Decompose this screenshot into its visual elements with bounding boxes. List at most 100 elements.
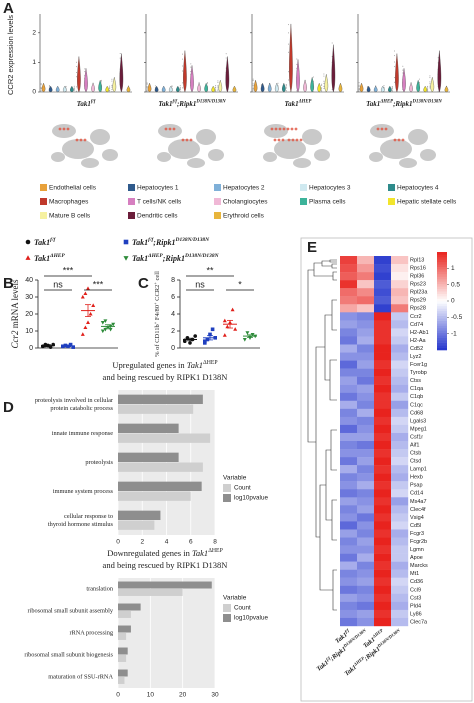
- significance-label: ns: [53, 279, 63, 289]
- jitter-dot: [73, 87, 75, 89]
- jitter-dot: [225, 53, 227, 55]
- heatmap-cell: [391, 344, 409, 353]
- violin: [98, 79, 102, 93]
- data-point: [242, 338, 247, 342]
- heatmap-cell: [340, 408, 358, 418]
- colorbar-step: [437, 261, 447, 265]
- violin: [331, 44, 336, 93]
- heatmap-cell: [374, 561, 392, 570]
- heatmap-cell: [374, 392, 392, 401]
- heatmap-cell: [357, 272, 375, 281]
- row-label: Cd52: [410, 346, 423, 352]
- text-segment: % of CD11b: [154, 324, 161, 357]
- heatmap-cell: [374, 465, 392, 474]
- y-tick-label: 0: [32, 89, 36, 96]
- heatmap-cell: [391, 320, 409, 329]
- heatmap-cell: [357, 601, 375, 611]
- jitter-dot: [84, 68, 86, 70]
- violin: [41, 82, 46, 93]
- colorbar-step: [437, 320, 447, 324]
- data-point: [108, 327, 113, 332]
- legend-swatch: [388, 184, 395, 191]
- text-segment: ;Ripk1: [163, 254, 185, 263]
- heatmap-cell: [340, 465, 358, 474]
- colorbar-step: [437, 330, 447, 334]
- heatmap-cell: [340, 505, 358, 514]
- jitter-dot: [40, 86, 42, 88]
- umap-cluster: [187, 158, 205, 168]
- colorbar-step: [437, 274, 447, 277]
- colorbar-step: [437, 301, 447, 304]
- colorbar-step: [437, 332, 447, 336]
- heatmap-cell: [374, 529, 392, 538]
- jitter-dot: [288, 43, 290, 45]
- jitter-dot: [182, 53, 184, 55]
- heatmap-cell: [391, 328, 409, 337]
- jitter-dot: [323, 85, 325, 87]
- jitter-dot: [429, 83, 431, 85]
- row-label: Cd36: [410, 579, 423, 585]
- jitter-dot: [402, 69, 404, 71]
- data-point: [205, 337, 210, 342]
- heatmap-cell: [374, 288, 392, 297]
- heatmap-cell: [340, 376, 358, 385]
- jitter-dot: [312, 76, 314, 78]
- text-segment: ;Ripk1: [393, 100, 412, 108]
- superscript: ΔHEP: [208, 548, 223, 554]
- data-point: [222, 333, 227, 337]
- umap-cluster: [380, 139, 412, 159]
- jitter-dot: [190, 70, 192, 72]
- heatmap-cell: [374, 521, 392, 530]
- heatmap-cell: [374, 505, 392, 514]
- heatmap-cell: [374, 441, 392, 450]
- heatmap-cell: [374, 272, 392, 281]
- jitter-dot: [288, 71, 290, 73]
- y-tick-label: 1: [32, 59, 36, 66]
- umap-cluster: [81, 158, 99, 168]
- umap-cluster: [263, 152, 277, 162]
- jitter-dot: [321, 83, 323, 85]
- legend-title: Variable: [223, 475, 247, 482]
- umap-highlight: [376, 127, 380, 131]
- row-label: Marcks: [410, 563, 428, 569]
- y-tick-label: 40: [25, 277, 33, 284]
- text-segment: ;Ripk1: [153, 238, 175, 247]
- umap-cluster: [370, 124, 394, 138]
- umap-highlight: [273, 138, 277, 142]
- violin: [409, 82, 413, 93]
- jitter-dot: [366, 86, 368, 88]
- text-segment: CCR2: [154, 285, 161, 303]
- data-point: [208, 332, 212, 337]
- heatmap-cell: [340, 424, 358, 434]
- jitter-dot: [217, 81, 219, 83]
- jitter-dot: [323, 87, 325, 89]
- umap-highlight: [66, 127, 70, 131]
- heatmap-cell: [374, 360, 392, 369]
- row-label: Lamp1: [410, 467, 427, 473]
- superscript: D138N/D138N: [412, 99, 443, 104]
- umap-highlight: [83, 138, 87, 142]
- heatmap-cell: [374, 416, 392, 426]
- category-label: protein catabolic process: [50, 405, 113, 412]
- heatmap-cell: [374, 513, 392, 522]
- colorbar-step: [437, 278, 447, 282]
- x-tick-label: 4: [165, 539, 169, 546]
- violin: [147, 82, 152, 93]
- category-label: ribosomal small subunit assembly: [27, 607, 113, 614]
- colorbar-step: [437, 283, 447, 287]
- jitter-dot: [394, 61, 396, 63]
- colorbar-step: [437, 310, 447, 314]
- jitter-dot: [109, 87, 111, 89]
- heatmap-cell: [391, 400, 409, 410]
- jitter-dot: [321, 84, 323, 86]
- heatmap-cell: [357, 529, 375, 538]
- category-label: maturation of SSU-rRNA: [48, 673, 113, 680]
- panel-e-frame: [300, 237, 473, 702]
- legend-label: Hepatocytes 4: [397, 185, 439, 192]
- legend-label: Hepatocytes 1: [137, 185, 179, 192]
- heatmap-cell: [391, 384, 409, 393]
- genotype-label: Tak1f/f;Ripk1D138N/D138N: [158, 99, 226, 107]
- jitter-dot: [40, 87, 42, 89]
- heatmap-cell: [374, 545, 392, 554]
- heatmap-cell: [391, 489, 409, 498]
